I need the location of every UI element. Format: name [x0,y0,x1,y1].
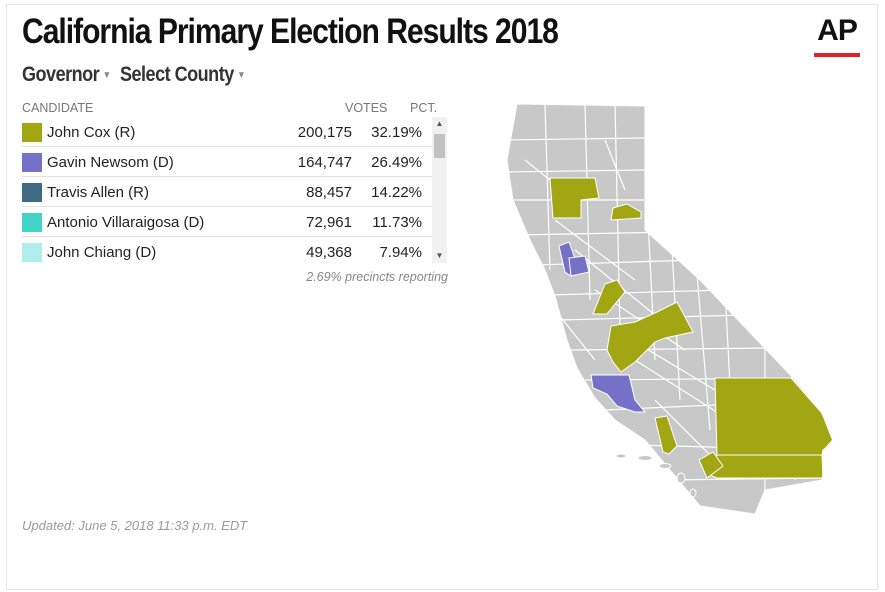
island [637,455,653,461]
candidate-votes: 72,961 [306,214,352,231]
county-santa-barbara-area[interactable] [590,374,647,413]
table-row[interactable]: Gavin Newsom (D) 164,747 26.49% [22,147,432,177]
race-dropdown-label: Governor [22,63,100,86]
newsom-counties [558,241,647,413]
county-layer [507,104,835,514]
county-dropdown-label: Select County [119,63,234,86]
table-row[interactable]: John Chiang (D) 49,368 7.94% [22,237,432,263]
chevron-down-icon: ▼ [236,69,246,81]
county-shasta-area[interactable] [549,177,600,219]
candidate-votes: 88,457 [306,184,352,201]
column-header-pct: PCT. [410,101,438,115]
candidate-color-swatch [22,153,42,172]
widget-frame [6,4,878,590]
cox-counties [549,177,835,479]
candidate-pct: 32.19% [371,124,422,141]
results-table: John Cox (R) 200,175 32.19% Gavin Newsom… [22,117,432,263]
island [615,453,627,459]
page-title: California Primary Election Results 2018 [22,12,559,51]
candidate-pct: 26.49% [371,154,422,171]
candidate-pct: 14.22% [371,184,422,201]
county-orange-area[interactable] [698,451,724,479]
candidate-votes: 200,175 [297,124,352,141]
candidate-color-swatch [22,213,42,232]
county-riverside-area[interactable] [706,454,824,479]
county-dropdown[interactable]: Select County ▼ [119,63,246,87]
candidate-color-swatch [22,183,42,202]
county-napa-area[interactable] [568,255,590,277]
results-scrollbar[interactable]: ▲ ▼ [432,117,447,263]
race-dropdown[interactable]: Governor ▼ [22,63,111,87]
precincts-reporting: 2.69% precincts reporting [306,270,448,284]
table-row[interactable]: John Cox (R) 200,175 32.19% [22,117,432,147]
island [689,488,697,498]
island [676,472,686,484]
candidate-name: John Chiang (D) [47,244,157,261]
candidate-name: John Cox (R) [47,124,136,141]
ap-logo[interactable]: AP [814,14,860,58]
channel-islands [615,453,697,498]
scroll-down-arrow-icon[interactable]: ▼ [435,251,444,260]
county-fresno-area[interactable] [606,301,694,373]
candidate-name: Gavin Newsom (D) [47,154,174,171]
candidate-color-swatch [22,123,42,142]
candidate-pct: 7.94% [379,244,422,261]
candidate-name: Antonio Villaraigosa (D) [47,214,205,231]
candidate-pct: 11.73% [372,214,422,231]
county-stanislaus-area[interactable] [592,279,626,315]
candidate-name: Travis Allen (R) [47,184,149,201]
ap-logo-text: AP [817,14,858,47]
island [658,463,672,469]
scroll-up-arrow-icon[interactable]: ▲ [435,119,444,128]
table-row[interactable]: Travis Allen (R) 88,457 14.22% [22,177,432,207]
ap-logo-bar [814,53,860,57]
candidate-votes: 49,368 [306,244,352,261]
scrollbar-thumb[interactable] [434,134,445,158]
table-row[interactable]: Antonio Villaraigosa (D) 72,961 11.73% [22,207,432,237]
column-header-votes: VOTES [345,101,388,115]
california-county-map[interactable] [495,100,845,520]
chevron-down-icon: ▼ [102,69,112,81]
candidate-votes: 164,747 [297,154,352,171]
filter-bar: Governor ▼ Select County ▼ [22,63,255,89]
updated-timestamp: Updated: June 5, 2018 11:33 p.m. EDT [22,518,248,533]
candidate-color-swatch [22,243,42,262]
county-san-bernardino-area[interactable] [714,377,835,456]
county-ventura-area[interactable] [654,415,678,455]
column-header-candidate: CANDIDATE [22,101,94,115]
county-sierra-area[interactable] [610,203,642,221]
